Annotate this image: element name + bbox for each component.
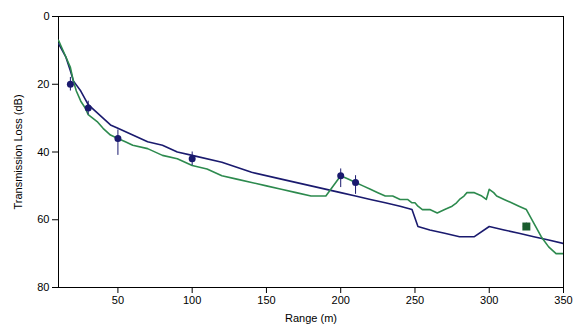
svg-text:200: 200 xyxy=(332,294,350,306)
svg-text:60: 60 xyxy=(37,213,49,225)
svg-text:100: 100 xyxy=(183,294,201,306)
svg-text:Range (m): Range (m) xyxy=(285,312,337,324)
svg-text:Transmission Loss (dB): Transmission Loss (dB) xyxy=(12,94,24,209)
svg-text:0: 0 xyxy=(43,10,49,22)
svg-text:300: 300 xyxy=(480,294,498,306)
svg-text:20: 20 xyxy=(37,78,49,90)
svg-text:350: 350 xyxy=(554,294,572,306)
svg-text:80: 80 xyxy=(37,281,49,293)
svg-text:50: 50 xyxy=(112,294,124,306)
svg-text:150: 150 xyxy=(257,294,275,306)
svg-text:250: 250 xyxy=(406,294,424,306)
svg-text:40: 40 xyxy=(37,146,49,158)
